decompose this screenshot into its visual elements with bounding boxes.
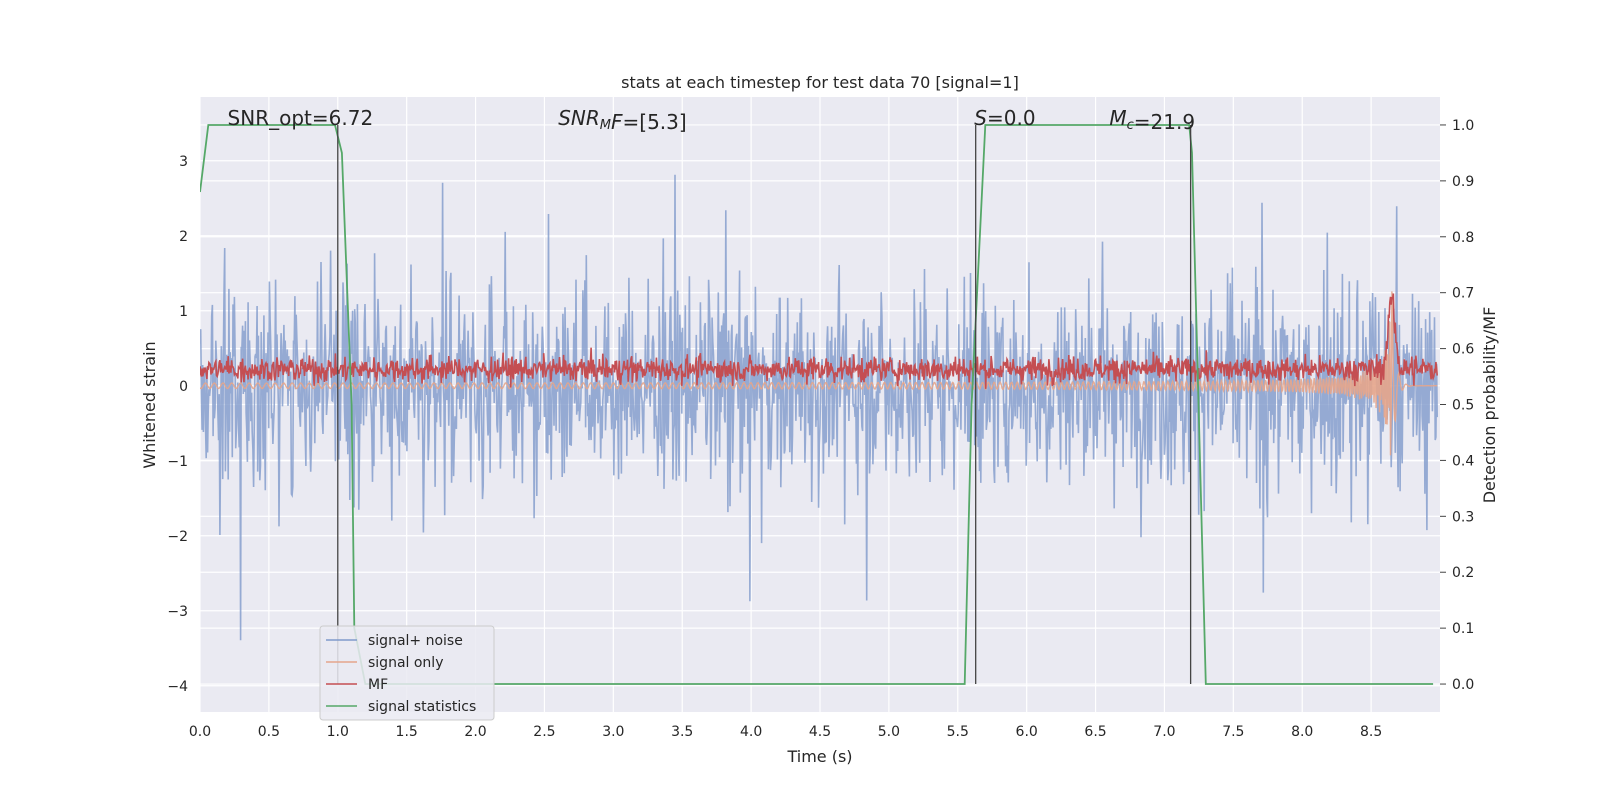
y-tick-label: 2: [179, 229, 188, 245]
annotation-part: F: [611, 110, 623, 134]
x-tick-label: 2.5: [533, 724, 555, 740]
y-tick-label: −2: [167, 529, 188, 545]
x-tick-label: 8.5: [1360, 724, 1382, 740]
y-tick-label: −1: [167, 454, 188, 470]
y2-tick-label: 1.0: [1452, 118, 1474, 134]
legend-label-signal-only: signal only: [368, 655, 443, 671]
annotation-part: c: [1127, 118, 1134, 133]
x-tick-label: 6.0: [1016, 724, 1038, 740]
annotation-part: SNR_opt=6.72: [228, 106, 374, 130]
y2-tick-label: 0.3: [1452, 509, 1474, 525]
y-tick-label: −3: [167, 604, 188, 620]
x-axis-label: Time (s): [786, 747, 852, 766]
annotation-part: S: [974, 106, 987, 130]
vertical-markers: [337, 124, 1192, 685]
y2-axis-label: Detection probability/MF: [1480, 307, 1499, 504]
series-mf: [200, 293, 1438, 389]
legend-label-signal-statistics: signal statistics: [368, 699, 476, 715]
x-tick-label: 1.0: [327, 724, 349, 740]
y-axis-label: Whitened strain: [140, 341, 159, 468]
annotations: SNR_opt=6.72 SNRMF=[5.3] S=0.0 Mc=21.9: [228, 106, 1195, 134]
y2-ticks: 1.0 0.9 0.8 0.7 0.6 0.5 0.4 0.3 0.2 0.1 0.0: [1440, 118, 1474, 693]
x-tick-label: 7.5: [1222, 724, 1244, 740]
x-tick-label: 0.0: [189, 724, 211, 740]
x-tick-label: 2.0: [464, 724, 486, 740]
annotation-part: SNR: [558, 106, 600, 130]
y2-tick-label: 0.6: [1452, 342, 1474, 358]
legend-label-signal-noise: signal+ noise: [368, 633, 463, 649]
x-tick-label: 3.0: [602, 724, 624, 740]
chart-title: stats at each timestep for test data 70 …: [621, 73, 1019, 92]
y2-tick-label: 0.7: [1452, 286, 1474, 302]
annotation-spin: S=0.0: [974, 106, 1035, 130]
x-tick-label: 7.0: [1153, 724, 1175, 740]
annotation-part: M: [600, 118, 611, 133]
y2-tick-label: 0.1: [1452, 621, 1474, 637]
y-tick-label: −4: [167, 679, 188, 695]
y2-tick-label: 0.2: [1452, 565, 1474, 581]
y-ticks: 3 2 1 0 −1 −2 −3 −4: [167, 154, 188, 695]
annotation-part: =21.9: [1134, 110, 1195, 134]
legend-label-mf: MF: [368, 677, 388, 693]
y2-tick-label: 0.0: [1452, 677, 1474, 693]
x-tick-label: 4.5: [809, 724, 831, 740]
series-signal-only: [200, 291, 1438, 456]
y2-tick-label: 0.9: [1452, 174, 1474, 190]
y-tick-label: 3: [179, 154, 188, 170]
x-tick-label: 1.5: [396, 724, 418, 740]
annotation-snr-opt: SNR_opt=6.72: [228, 106, 374, 130]
annotation-chirp-mass: Mc=21.9: [1109, 106, 1195, 134]
x-tick-label: 4.0: [740, 724, 762, 740]
series-layer: [200, 124, 1438, 685]
y2-tick-label: 0.8: [1452, 230, 1474, 246]
legend-box: [319, 625, 495, 721]
annotation-part: M: [1109, 106, 1126, 130]
x-tick-label: 0.5: [258, 724, 280, 740]
legend: signal+ noise signal only MF signal stat…: [319, 625, 495, 721]
y2-tick-label: 0.5: [1452, 398, 1474, 414]
y-tick-label: 0: [179, 379, 188, 395]
x-tick-label: 5.5: [947, 724, 969, 740]
x-ticks: 0.0 0.5 1.0 1.5 2.0 2.5 3.0 3.5 4.0 4.5 5.0 5.5 6.0 6…: [189, 724, 1382, 740]
x-tick-label: 6.5: [1084, 724, 1106, 740]
annotation-part: =[5.3]: [623, 110, 687, 134]
x-tick-label: 3.5: [671, 724, 693, 740]
y2-tick-label: 0.4: [1452, 453, 1474, 469]
series-signal-statistics: [200, 124, 1434, 685]
x-tick-label: 5.0: [878, 724, 900, 740]
y-tick-label: 1: [179, 304, 188, 320]
annotation-part: =0.0: [987, 106, 1036, 130]
x-tick-label: 8.0: [1291, 724, 1313, 740]
annotation-snr-mf: SNRMF=[5.3]: [558, 106, 686, 134]
